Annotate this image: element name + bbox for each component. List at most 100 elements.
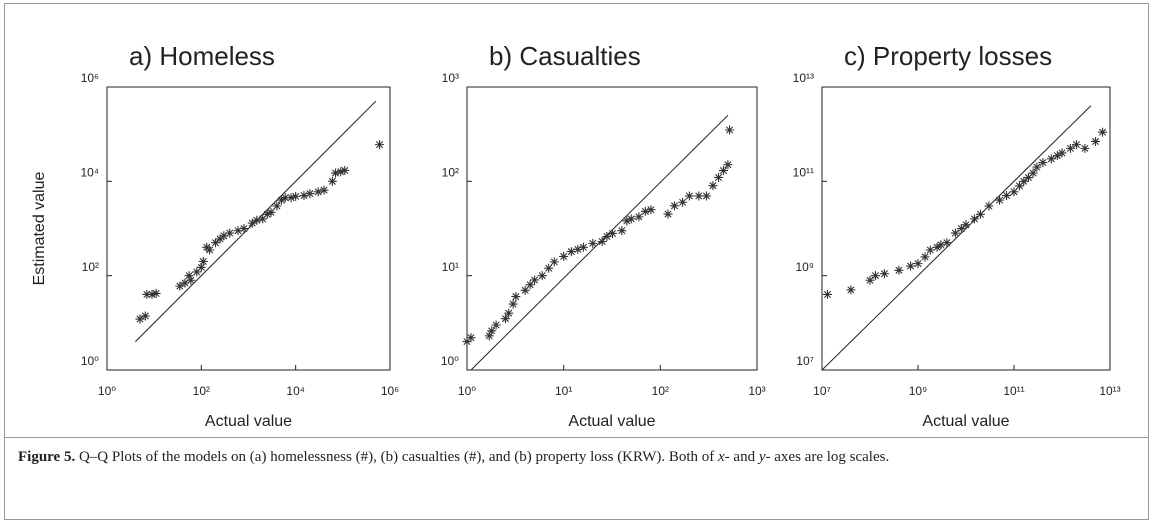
point (537, 271, 547, 281)
x-tick-label: 10¹ (555, 384, 572, 398)
point (663, 209, 673, 219)
point (969, 214, 979, 224)
point (975, 209, 985, 219)
point (573, 244, 583, 254)
point (894, 265, 904, 275)
point (205, 245, 215, 255)
point (1057, 148, 1067, 158)
point (1071, 140, 1081, 150)
point (247, 218, 257, 228)
point (1009, 187, 1019, 197)
x-axis-label: Actual value (205, 413, 292, 430)
point (617, 226, 627, 236)
point (961, 220, 971, 230)
point (588, 238, 598, 248)
point (219, 231, 229, 241)
point (1023, 173, 1033, 183)
point (984, 201, 994, 211)
figure-border (4, 3, 1149, 520)
y-tick-label: 10² (442, 166, 459, 180)
point (192, 267, 202, 277)
point (678, 197, 688, 207)
point (286, 193, 296, 203)
y-tick-label: 10⁰ (441, 354, 459, 368)
point (701, 191, 711, 201)
point (491, 320, 501, 330)
caption-text: y (758, 449, 766, 465)
point (266, 207, 276, 217)
y-tick-label: 10¹³ (793, 71, 814, 85)
point (511, 292, 521, 302)
x-tick-label: 10⁹ (909, 384, 928, 398)
point (640, 206, 650, 216)
point (520, 285, 530, 295)
point (1014, 181, 1024, 191)
point (646, 205, 656, 215)
point (607, 228, 617, 238)
y-tick-label: 10² (82, 260, 99, 274)
chart-title: b) Casualties (489, 41, 641, 71)
point (932, 242, 942, 252)
point (508, 299, 518, 309)
point (1052, 151, 1062, 161)
x-tick-label: 10¹³ (1099, 384, 1120, 398)
point (602, 232, 612, 242)
point (1091, 136, 1101, 146)
x-tick-label: 10² (652, 384, 669, 398)
point (559, 251, 569, 261)
point (313, 187, 323, 197)
point (995, 195, 1005, 205)
point (544, 263, 554, 273)
point (305, 189, 315, 199)
x-tick-label: 10¹¹ (1003, 384, 1024, 398)
point (462, 337, 472, 347)
caption-text: Q–Q Plots of the models on (a) homelessn… (78, 449, 719, 465)
point (1028, 168, 1038, 178)
y-tick-label: 10⁴ (80, 166, 99, 180)
point (272, 201, 282, 211)
point (925, 245, 935, 255)
point (566, 247, 576, 257)
point (725, 125, 735, 135)
point (626, 214, 636, 224)
point (375, 140, 385, 150)
point (225, 228, 235, 238)
point (1098, 127, 1108, 137)
point (211, 238, 221, 248)
point (578, 242, 588, 252)
point (622, 216, 632, 226)
reference-line (821, 105, 1092, 371)
caption-text: - and (724, 449, 759, 465)
reference-line (470, 115, 729, 371)
point (1019, 176, 1029, 186)
point (151, 288, 161, 298)
y-tick-label: 10⁶ (81, 71, 99, 85)
point (142, 289, 152, 299)
point (276, 195, 286, 205)
x-tick-label: 10⁰ (458, 384, 476, 398)
point (1046, 154, 1056, 164)
point (956, 224, 966, 233)
point (180, 278, 190, 288)
point (1038, 158, 1048, 168)
point (135, 314, 145, 324)
point (913, 259, 923, 269)
chart-title: c) Property losses (844, 41, 1052, 71)
point (870, 271, 880, 281)
point (233, 226, 243, 236)
point (950, 228, 960, 238)
x-tick-label: 10⁴ (286, 384, 305, 398)
point (634, 212, 644, 222)
y-tick-label: 10¹ (442, 260, 459, 274)
point (262, 209, 272, 219)
point (530, 275, 540, 285)
point (466, 333, 476, 343)
y-tick-label: 10⁰ (81, 354, 99, 368)
point (865, 275, 875, 285)
point (846, 285, 856, 295)
point (239, 224, 249, 233)
point (879, 269, 889, 279)
point (1065, 143, 1075, 153)
point (340, 165, 350, 175)
